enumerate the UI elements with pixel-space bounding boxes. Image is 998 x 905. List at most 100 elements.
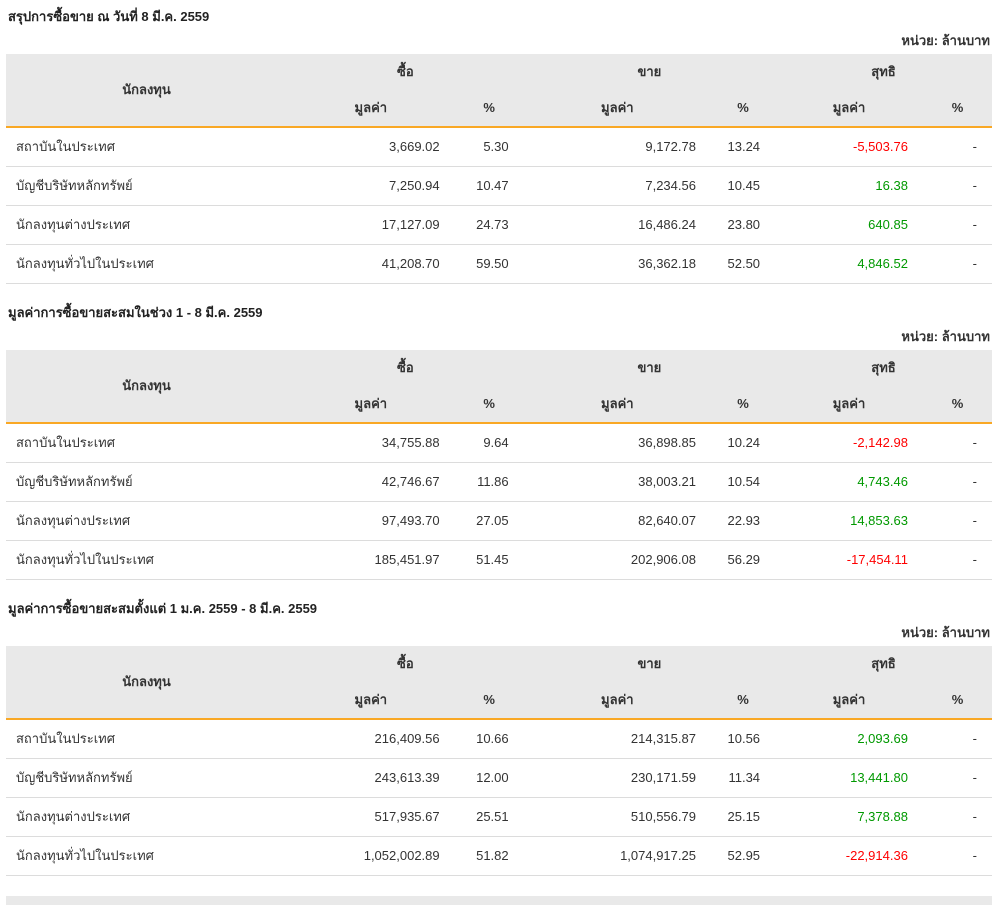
column-group-sell: ขาย [523, 646, 776, 682]
column-header-net-percent: % [922, 90, 992, 128]
column-header-investor: นักลงทุน [6, 646, 288, 720]
column-header-net-percent: % [922, 682, 992, 720]
column-header-sell-value: มูลค่า [523, 386, 711, 424]
net-percent: - [922, 501, 992, 541]
sell-percent: 10.56 [710, 719, 776, 759]
column-header-sell-percent: % [710, 682, 776, 720]
buy-percent: 25.51 [454, 797, 524, 837]
investor-name: นักลงทุนต่างประเทศ [6, 797, 288, 837]
column-header-sell-percent: % [710, 90, 776, 128]
column-header-net-value: มูลค่า [775, 90, 923, 128]
buy-value: 97,493.70 [287, 501, 455, 541]
column-group-buy: ซื้อ [287, 350, 524, 386]
sell-value: 1,074,917.25 [523, 836, 711, 876]
buy-percent: 9.64 [454, 423, 524, 463]
investor-name: บัญชีบริษัทหลักทรัพย์ [6, 166, 288, 206]
column-header-investor: นักลงทุน [6, 54, 288, 128]
buy-percent: 24.73 [454, 205, 524, 245]
unit-label: หน่วย: ล้านบาท [901, 329, 990, 344]
table-row: สถาบันในประเทศ 216,409.56 10.66 214,315.87 1… [6, 719, 992, 759]
buy-percent: 11.86 [454, 462, 524, 502]
buy-value: 7,250.94 [287, 166, 455, 206]
net-percent: - [922, 797, 992, 837]
sell-value: 202,906.08 [523, 540, 711, 580]
net-value: 13,441.80 [775, 758, 923, 798]
buy-value: 216,409.56 [287, 719, 455, 759]
net-percent: - [922, 540, 992, 580]
net-percent: - [922, 758, 992, 798]
section-title: มูลค่าการซื้อขายสะสมในช่วง 1 - 8 มี.ค. 2… [8, 305, 263, 320]
net-percent: - [922, 244, 992, 284]
table-row: นักลงทุนต่างประเทศ 97,493.70 27.05 82,640.0… [6, 501, 992, 541]
column-header-sell-percent: % [710, 386, 776, 424]
net-value: 4,743.46 [775, 462, 923, 502]
buy-percent: 10.66 [454, 719, 524, 759]
next-table-header-partial [6, 896, 992, 905]
net-percent: - [922, 127, 992, 167]
column-header-net-percent: % [922, 386, 992, 424]
investor-trading-table: นักลงทุน ซื้อ ขาย สุทธิ มูลค่า % มูลค่า … [6, 54, 992, 284]
buy-value: 243,613.39 [287, 758, 455, 798]
table-row: บัญชีบริษัทหลักทรัพย์ 7,250.94 10.47 7,234.… [6, 166, 992, 206]
net-value: -5,503.76 [775, 127, 923, 167]
trading-sections-container: สรุปการซื้อขาย ณ วันที่ 8 มี.ค. 2559 หน่… [6, 8, 992, 876]
investor-name: บัญชีบริษัทหลักทรัพย์ [6, 758, 288, 798]
sell-percent: 10.54 [710, 462, 776, 502]
sell-percent: 56.29 [710, 540, 776, 580]
sell-percent: 52.50 [710, 244, 776, 284]
buy-value: 185,451.97 [287, 540, 455, 580]
net-value: 7,378.88 [775, 797, 923, 837]
column-header-buy-percent: % [454, 386, 524, 424]
column-group-net: สุทธิ [775, 646, 992, 682]
section-title: สรุปการซื้อขาย ณ วันที่ 8 มี.ค. 2559 [8, 9, 210, 24]
column-header-net-value: มูลค่า [775, 386, 923, 424]
column-header-buy-value: มูลค่า [287, 682, 455, 720]
net-value: -22,914.36 [775, 836, 923, 876]
header-row-sub: มูลค่า % มูลค่า % มูลค่า % [6, 682, 992, 720]
table-body: สถาบันในประเทศ 3,669.02 5.30 9,172.78 13.24-… [6, 127, 992, 284]
net-percent: - [922, 719, 992, 759]
buy-value: 3,669.02 [287, 127, 455, 167]
buy-value: 17,127.09 [287, 205, 455, 245]
column-header-sell-value: มูลค่า [523, 682, 711, 720]
header-row-sub: มูลค่า % มูลค่า % มูลค่า % [6, 90, 992, 128]
column-header-buy-value: มูลค่า [287, 90, 455, 128]
unit-label: หน่วย: ล้านบาท [901, 625, 990, 640]
sell-value: 16,486.24 [523, 205, 711, 245]
net-value: 640.85 [775, 205, 923, 245]
table-row: นักลงทุนทั่วไปในประเทศ 185,451.97 51.45 202… [6, 540, 992, 580]
sell-value: 214,315.87 [523, 719, 711, 759]
buy-percent: 27.05 [454, 501, 524, 541]
trading-table-section: มูลค่าการซื้อขายสะสมตั้งแต่ 1 ม.ค. 2559 … [6, 600, 992, 876]
table-body: สถาบันในประเทศ 216,409.56 10.66 214,315.87 1… [6, 719, 992, 876]
sell-percent: 11.34 [710, 758, 776, 798]
trading-table-section: มูลค่าการซื้อขายสะสมในช่วง 1 - 8 มี.ค. 2… [6, 304, 992, 580]
investor-name: สถาบันในประเทศ [6, 127, 288, 167]
net-percent: - [922, 836, 992, 876]
investor-name: สถาบันในประเทศ [6, 719, 288, 759]
investor-name: สถาบันในประเทศ [6, 423, 288, 463]
table-header: นักลงทุน ซื้อ ขาย สุทธิ มูลค่า % มูลค่า … [6, 350, 992, 424]
buy-percent: 12.00 [454, 758, 524, 798]
table-row: สถาบันในประเทศ 34,755.88 9.64 36,898.85 10.2… [6, 423, 992, 463]
net-percent: - [922, 462, 992, 502]
column-group-buy: ซื้อ [287, 646, 524, 682]
column-group-net: สุทธิ [775, 350, 992, 386]
investor-name: นักลงทุนทั่วไปในประเทศ [6, 836, 288, 876]
sell-value: 36,362.18 [523, 244, 711, 284]
header-row-groups: นักลงทุน ซื้อ ขาย สุทธิ [6, 54, 992, 128]
buy-percent: 5.30 [454, 127, 524, 167]
column-header-buy-percent: % [454, 90, 524, 128]
sell-percent: 52.95 [710, 836, 776, 876]
column-header-sell-value: มูลค่า [523, 90, 711, 128]
column-header-net-value: มูลค่า [775, 682, 923, 720]
table-row: นักลงทุนต่างประเทศ 17,127.09 24.73 16,486.2… [6, 205, 992, 245]
sell-percent: 23.80 [710, 205, 776, 245]
table-row: สถาบันในประเทศ 3,669.02 5.30 9,172.78 13.24-… [6, 127, 992, 167]
sell-percent: 10.24 [710, 423, 776, 463]
sell-value: 38,003.21 [523, 462, 711, 502]
buy-percent: 59.50 [454, 244, 524, 284]
column-group-net: สุทธิ [775, 54, 992, 90]
column-header-investor: นักลงทุน [6, 350, 288, 424]
